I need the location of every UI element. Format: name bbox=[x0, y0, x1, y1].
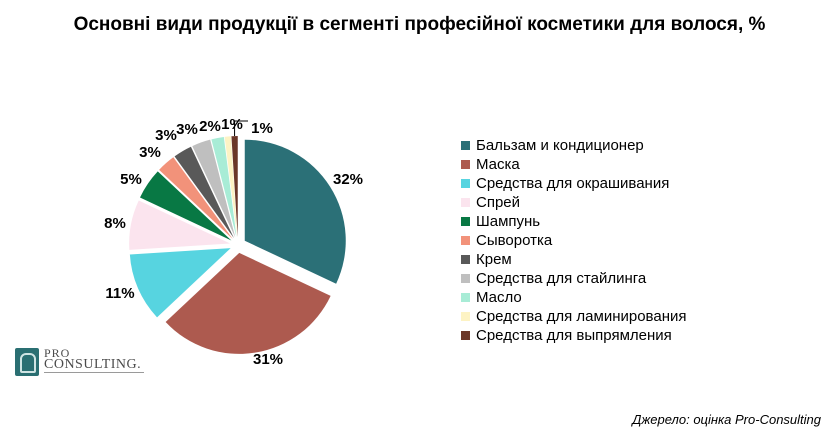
logo-emblem-icon bbox=[15, 348, 39, 376]
leader-line bbox=[234, 120, 248, 137]
legend-label: Шампунь bbox=[476, 213, 541, 230]
legend-item: Средства для окрашивания bbox=[461, 174, 686, 193]
legend-label: Средства для ламинирования bbox=[476, 308, 687, 325]
legend-swatch bbox=[461, 198, 470, 207]
legend-swatch bbox=[461, 274, 470, 283]
pie-slice bbox=[224, 136, 238, 238]
pie-slice bbox=[211, 136, 237, 238]
legend-label: Средства для окрашивания bbox=[476, 175, 670, 192]
chart-title: Основні види продукції в сегменті профес… bbox=[73, 14, 766, 35]
legend-swatch bbox=[461, 255, 470, 264]
data-label: 1% bbox=[221, 116, 243, 133]
legend-item: Средства для стайлинга bbox=[461, 269, 686, 288]
legend-swatch bbox=[461, 331, 470, 340]
legend-swatch bbox=[461, 217, 470, 226]
data-label: 3% bbox=[176, 121, 198, 138]
data-label: 11% bbox=[105, 285, 134, 302]
legend-swatch bbox=[461, 141, 470, 150]
pie-slice bbox=[159, 157, 233, 239]
legend-item: Бальзам и кондиционер bbox=[461, 136, 686, 155]
data-label: 1% bbox=[251, 120, 273, 137]
legend-item: Сыворотка bbox=[461, 231, 686, 250]
legend-swatch bbox=[461, 236, 470, 245]
data-label: 2% bbox=[199, 118, 221, 135]
legend-label: Сыворотка bbox=[476, 232, 553, 249]
data-label: 5% bbox=[120, 171, 142, 188]
legend-item: Масло bbox=[461, 288, 686, 307]
legend-label: Крем bbox=[476, 251, 512, 268]
legend-label: Масло bbox=[476, 289, 522, 306]
data-label: 3% bbox=[139, 144, 161, 161]
legend-item: Средства для ламинирования bbox=[461, 307, 686, 326]
legend-label: Бальзам и кондиционер bbox=[476, 137, 644, 154]
pie-slice bbox=[129, 248, 231, 318]
legend-item: Средства для выпрямления bbox=[461, 326, 686, 345]
data-label: 8% bbox=[104, 215, 126, 232]
pie-slice bbox=[139, 171, 232, 241]
data-labels: 32%31%11%8%5%3%3% 3% 2% 1% 1% bbox=[104, 116, 363, 368]
data-label: 3% bbox=[155, 127, 177, 144]
data-label: 32% bbox=[333, 171, 363, 188]
logo-tagline bbox=[44, 372, 144, 375]
logo-text-pro: PRO bbox=[44, 346, 71, 360]
source-note: Джерело: оцінка Pro-Consulting bbox=[632, 412, 821, 427]
legend: Бальзам и кондиционер Маска Средства для о… bbox=[461, 136, 686, 345]
pie-slice bbox=[231, 136, 238, 238]
pie-slice bbox=[244, 139, 346, 284]
legend-label: Средства для стайлинга bbox=[476, 270, 647, 287]
pie-slice bbox=[192, 139, 236, 238]
pie-slice bbox=[129, 200, 231, 250]
legend-item: Крем bbox=[461, 250, 686, 269]
pie-slice bbox=[165, 252, 331, 354]
legend-label: Маска bbox=[476, 156, 520, 173]
pie-slice bbox=[174, 146, 234, 239]
legend-item: Маска bbox=[461, 155, 686, 174]
logo-text-consulting: CONSULTING. bbox=[44, 357, 142, 372]
legend-swatch bbox=[461, 160, 470, 169]
legend-swatch bbox=[461, 312, 470, 321]
pro-consulting-logo: PRO CONSULTING. bbox=[15, 346, 145, 378]
legend-swatch bbox=[461, 293, 470, 302]
legend-item: Шампунь bbox=[461, 212, 686, 231]
legend-label: Средства для выпрямления bbox=[476, 327, 672, 344]
legend-label: Спрей bbox=[476, 194, 521, 211]
legend-swatch bbox=[461, 179, 470, 188]
legend-item: Спрей bbox=[461, 193, 686, 212]
leader-lines bbox=[234, 120, 248, 137]
data-label: 31% bbox=[253, 351, 283, 368]
pie-slices bbox=[129, 136, 346, 354]
